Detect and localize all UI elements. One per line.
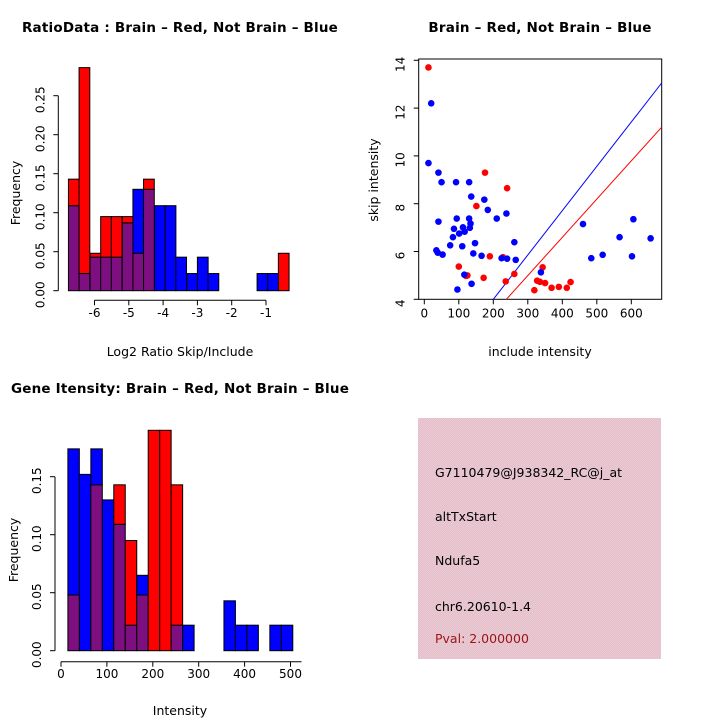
svg-text:0.15: 0.15 — [30, 467, 44, 494]
scatter-ylabel: skip intensity — [366, 138, 381, 222]
svg-text:0.00: 0.00 — [30, 641, 44, 668]
svg-text:8: 8 — [394, 204, 408, 212]
ratio-hist-title: RatioData : Brain – Red, Not Brain – Blu… — [21, 20, 339, 36]
probe-id-text: G7110479@J938342_RC@j_at — [435, 465, 623, 480]
svg-text:-4: -4 — [157, 306, 169, 320]
svg-text:0.25: 0.25 — [33, 86, 47, 113]
svg-text:6: 6 — [394, 252, 408, 260]
svg-text:0.15: 0.15 — [33, 164, 47, 191]
svg-text:600: 600 — [620, 306, 643, 320]
svg-text:-1: -1 — [260, 306, 272, 320]
gene-name-text: Ndufa5 — [435, 553, 481, 568]
svg-text:12: 12 — [394, 104, 408, 119]
scatter-title: Brain – Red, Not Brain – Blue — [428, 20, 652, 36]
ratio-hist-ylabel: Frequency — [8, 160, 23, 226]
svg-text:500: 500 — [279, 667, 302, 681]
svg-text:300: 300 — [187, 667, 210, 681]
svg-text:500: 500 — [585, 306, 608, 320]
pval-text: Pval: 2.000000 — [435, 631, 529, 646]
gene-hist-xlabel: Intensity — [152, 703, 208, 718]
gene-hist-title: Gene Itensity: Brain – Red, Not Brain – … — [10, 381, 350, 397]
svg-text:400: 400 — [551, 306, 574, 320]
svg-text:200: 200 — [482, 306, 505, 320]
ratio-hist-xlabel: Log2 Ratio Skip/Include — [106, 344, 254, 359]
svg-text:0.10: 0.10 — [30, 525, 44, 552]
gene-hist-ylabel: Frequency — [6, 517, 21, 583]
svg-text:-6: -6 — [89, 306, 101, 320]
svg-text:100: 100 — [95, 667, 118, 681]
svg-text:0: 0 — [57, 667, 65, 681]
svg-text:400: 400 — [233, 667, 256, 681]
svg-text:-2: -2 — [226, 306, 238, 320]
svg-text:0.00: 0.00 — [33, 281, 47, 308]
locus-text: chr6.20610-1.4 — [435, 599, 532, 614]
annotation-panel: G7110479@J938342_RC@j_at altTxStart Nduf… — [418, 418, 661, 659]
gene-intensity-histogram: 0.00 0.05 0.10 0.15 0 100 200 300 400 500 — [30, 429, 302, 681]
svg-text:0.20: 0.20 — [33, 125, 47, 152]
scatter-xlabel: include intensity — [488, 344, 592, 359]
skip-include-scatterplot: 0 100 200 300 400 500 600 4 6 8 10 12 14 — [394, 57, 663, 320]
event-type-text: altTxStart — [435, 509, 497, 524]
svg-text:100: 100 — [447, 306, 470, 320]
svg-text:0: 0 — [420, 306, 428, 320]
svg-text:0.10: 0.10 — [33, 203, 47, 230]
svg-text:0.05: 0.05 — [33, 242, 47, 269]
svg-text:-3: -3 — [191, 306, 203, 320]
svg-text:200: 200 — [141, 667, 164, 681]
svg-text:-5: -5 — [123, 306, 135, 320]
ratio-histogram: 0.00 0.05 0.10 0.15 0.20 0.25 -6 -5 -4 -3 -2 -1 — [33, 67, 290, 320]
svg-text:4: 4 — [394, 299, 408, 307]
svg-text:0.05: 0.05 — [30, 583, 44, 610]
svg-text:300: 300 — [516, 306, 539, 320]
svg-text:14: 14 — [394, 57, 408, 72]
svg-text:10: 10 — [394, 152, 408, 167]
